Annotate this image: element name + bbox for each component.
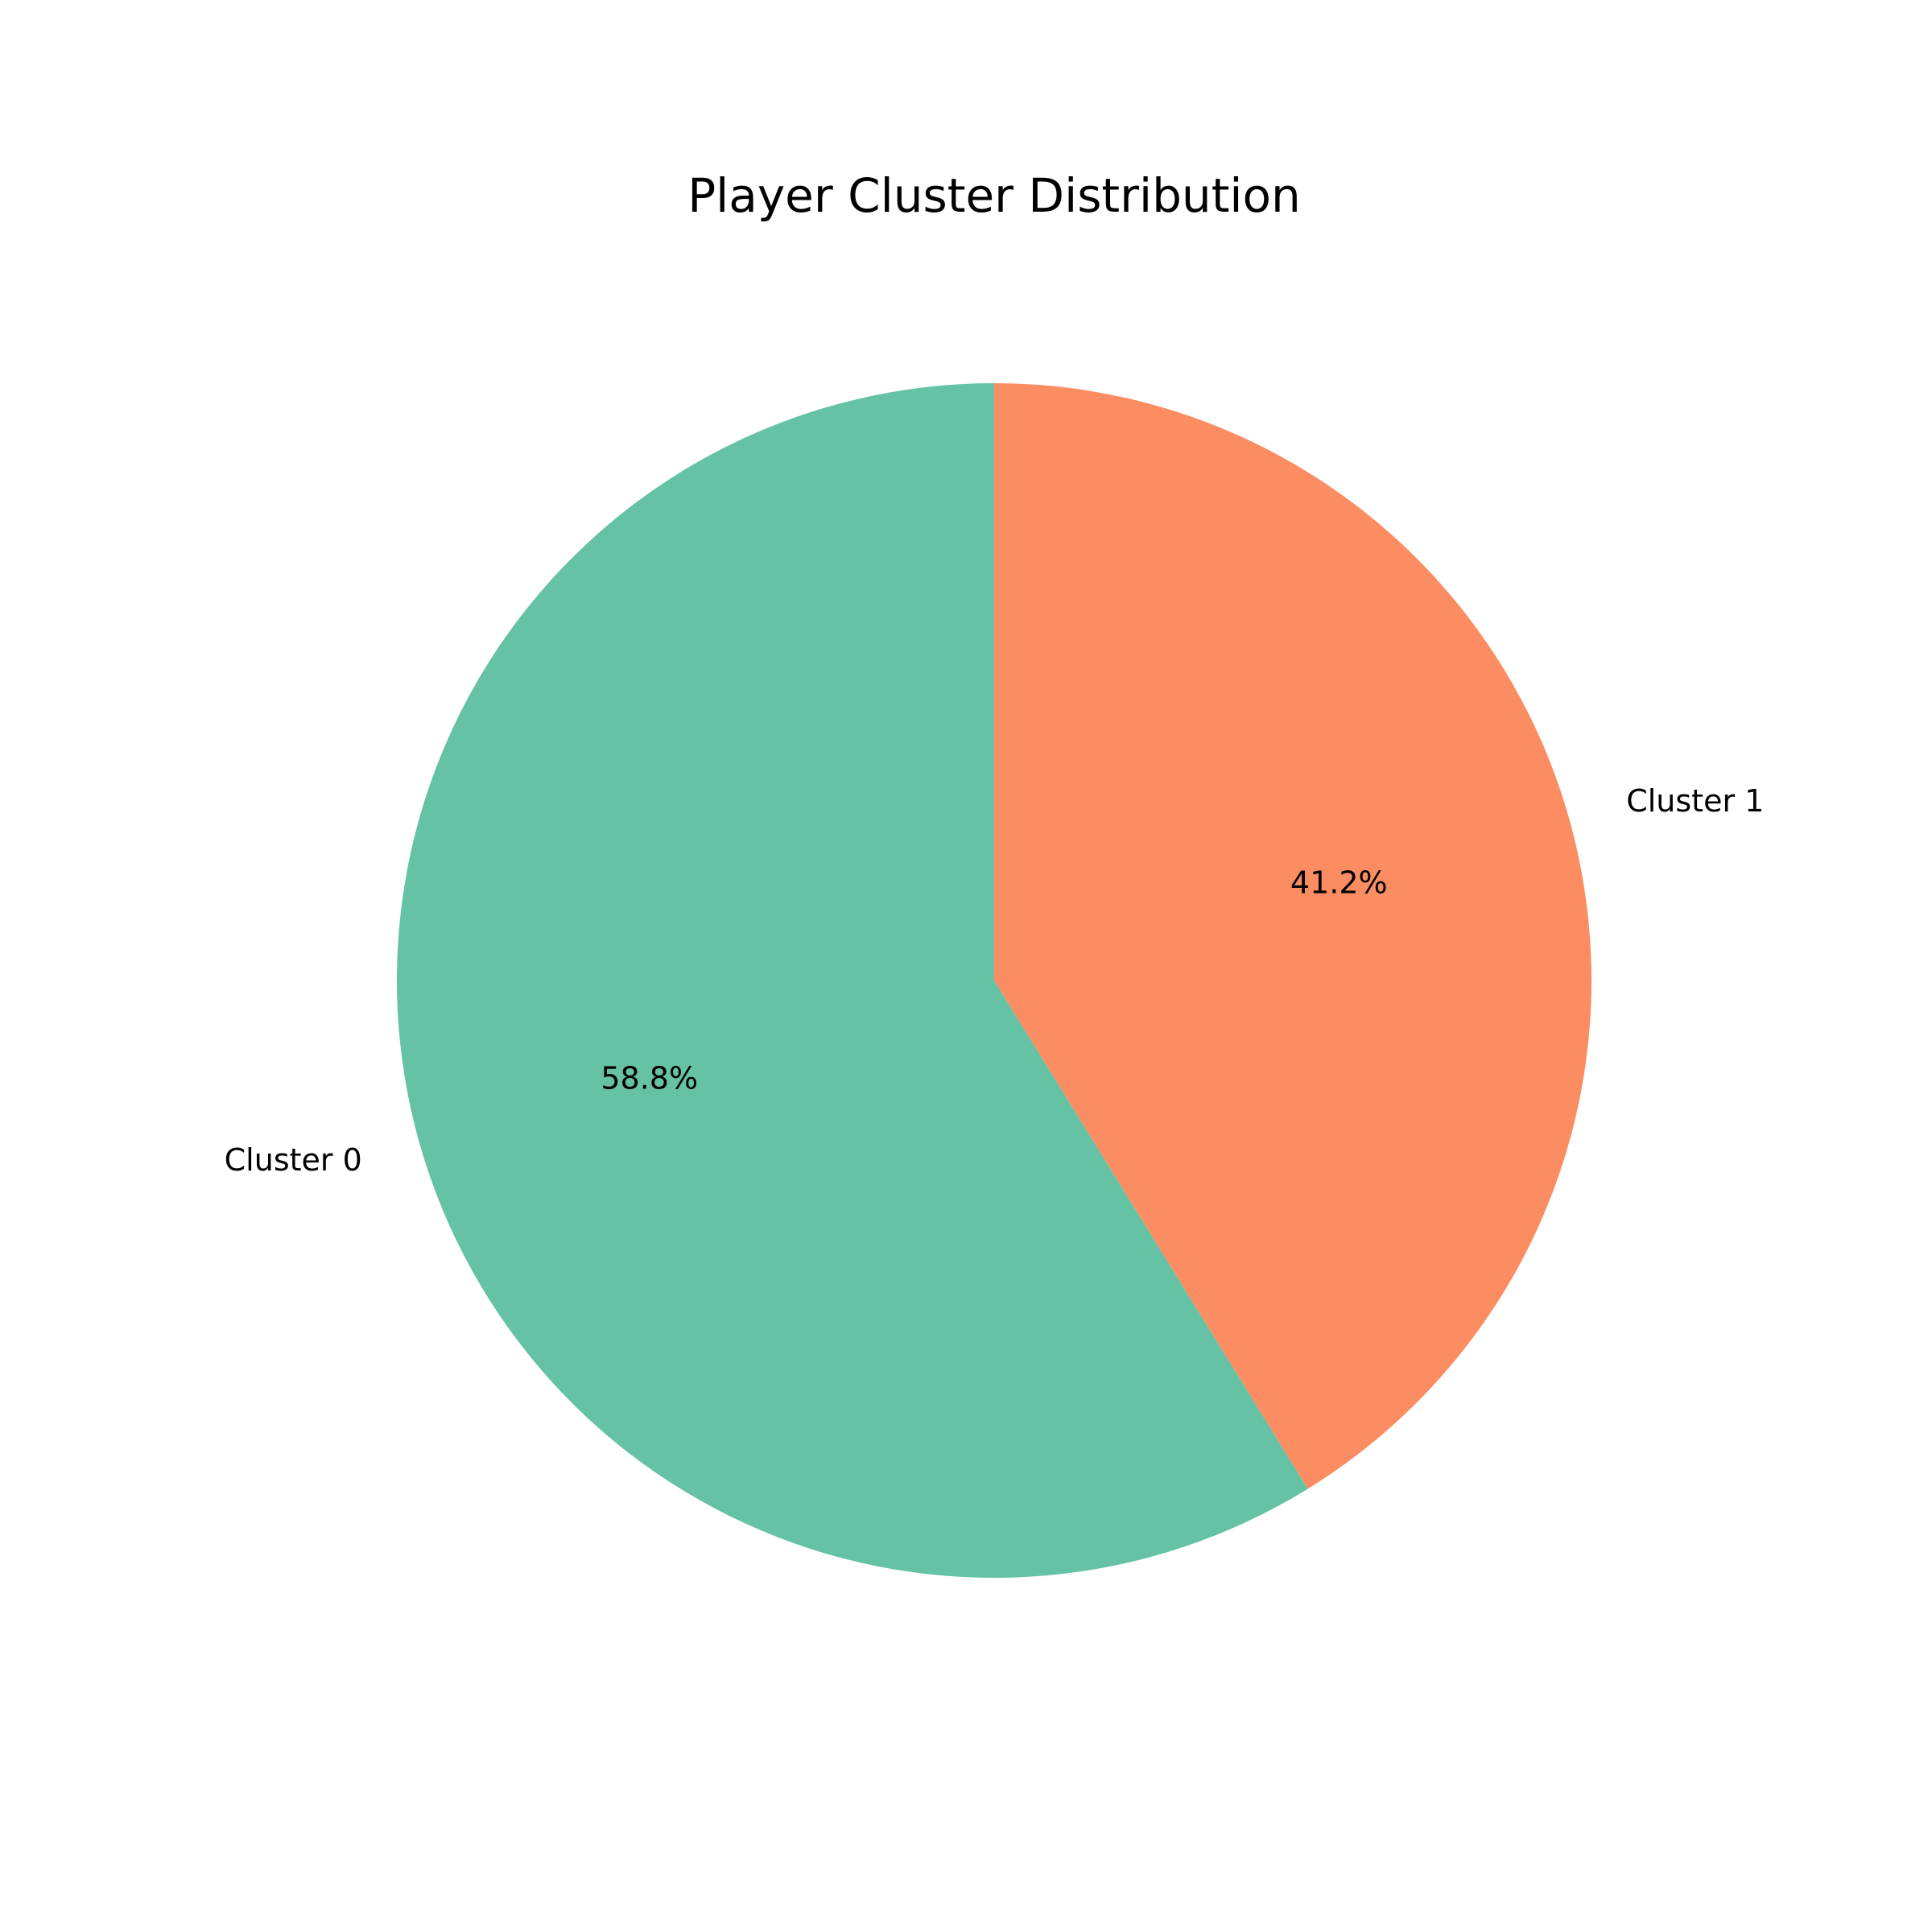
- percent-label-cluster-1: 41.2%: [1290, 865, 1388, 900]
- pie-labels: Cluster 0 58.8% Cluster 1 41.2%: [225, 783, 1765, 1178]
- slice-label-cluster-1: Cluster 1: [1626, 783, 1764, 819]
- chart-title: Player Cluster Distribution: [687, 168, 1301, 223]
- pie-slice-cluster-1: [994, 383, 1591, 1489]
- pie-slice-cluster-0: [396, 383, 1308, 1578]
- pie-slices: [396, 383, 1591, 1578]
- percent-label-cluster-0: 58.8%: [601, 1061, 698, 1096]
- slice-label-cluster-0: Cluster 0: [225, 1142, 362, 1178]
